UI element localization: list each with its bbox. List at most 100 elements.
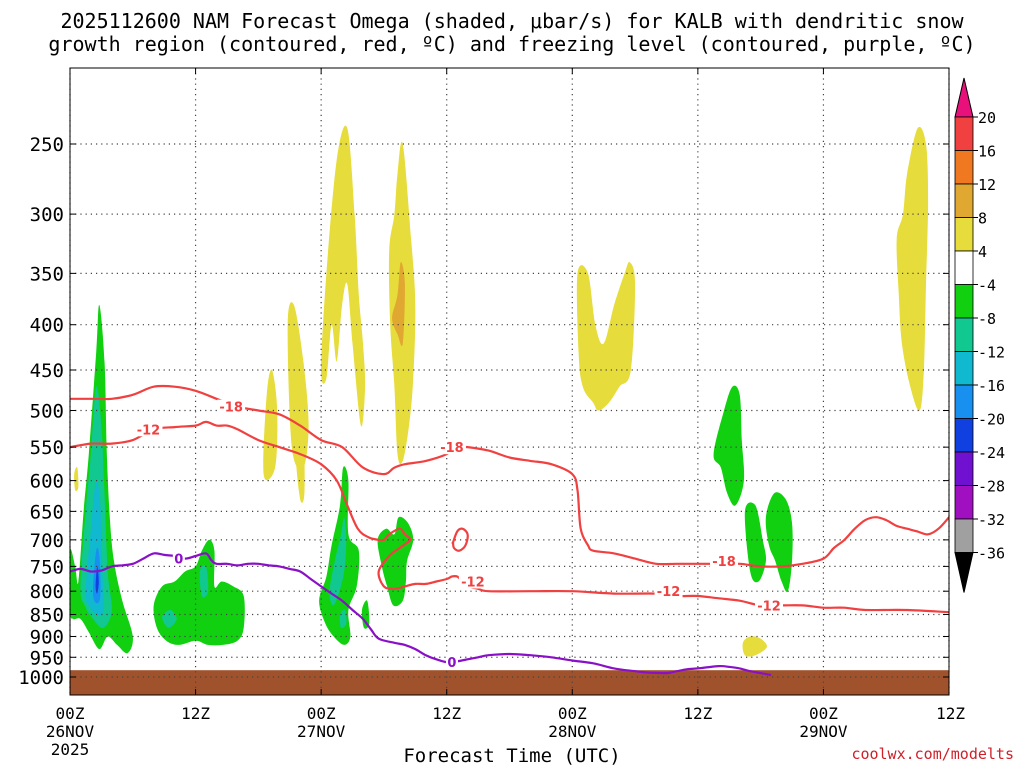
y-tick-label: 650	[30, 501, 64, 523]
terrain-surface	[70, 670, 949, 695]
colorbar-label: -32	[978, 511, 1005, 529]
contour-label-bg	[217, 399, 246, 414]
y-tick-label: 1000	[18, 667, 64, 689]
colorbar-bottom-arrow	[954, 552, 974, 593]
x-tick-label: 00Z	[809, 704, 838, 723]
contour-label-bg	[710, 554, 739, 569]
y-tick-label: 250	[30, 134, 64, 156]
y-tick-label: 700	[30, 530, 64, 552]
omega-region-2-5	[744, 502, 767, 583]
x-tick-label: 00Z	[56, 704, 85, 723]
y-tick-label: 850	[30, 605, 64, 627]
colorbar-label: -24	[978, 444, 1005, 462]
contour-label-layer: -12 -12 -12 -12 -18 -18 -18 0 0	[134, 399, 784, 671]
colorbar-label: 16	[978, 143, 996, 161]
colorbar-label: -28	[978, 478, 1005, 496]
contour-label: -18	[440, 441, 464, 456]
colorbar-swatch	[954, 384, 974, 419]
contour-label: 0	[174, 553, 183, 568]
x-date-label: 26NOV	[46, 722, 95, 741]
colorbar-label: 4	[978, 243, 987, 261]
colorbar-swatch	[954, 485, 974, 520]
colorbar-swatch	[954, 150, 974, 185]
contour-label: 0	[447, 656, 456, 671]
x-year-label: 2025	[51, 740, 90, 759]
omega-region-0-5	[576, 261, 636, 411]
colorbar-swatch	[954, 217, 974, 252]
colorbar-label: 20	[978, 109, 996, 127]
omega-region-3-1	[329, 517, 347, 606]
y-tick-label: 600	[30, 471, 64, 493]
x-tick-label: 12Z	[683, 704, 712, 723]
contour-label: -18	[712, 555, 736, 570]
x-tick-label: 12Z	[936, 704, 965, 723]
chart-title-line-1: 2025112600 NAM Forecast Omega (shaded, μ…	[60, 9, 964, 33]
contour--18c-isotherm	[70, 384, 949, 568]
omega-region-3-2	[162, 609, 177, 628]
contour--12c-closed	[451, 527, 469, 552]
colorbar-swatch	[954, 116, 974, 151]
colorbar-label: -12	[978, 344, 1005, 362]
contour-label-bg	[654, 584, 683, 599]
contour-label-bg	[437, 440, 466, 455]
x-date-label: 29NOV	[799, 722, 848, 741]
omega-region-2-7	[765, 492, 793, 593]
colorbar-swatch	[954, 351, 974, 386]
omega-region-3-3	[199, 565, 209, 598]
x-axis-label: Forecast Time (UTC)	[403, 745, 621, 767]
axes-layer: 2503003504004505005506006507007508008509…	[18, 68, 965, 759]
colorbar: 20 16 12 8 4 -4 -8 -12 -16 -20 -24 -28 -32 -36	[954, 77, 1005, 593]
y-tick-label: 900	[30, 626, 64, 648]
y-tick-label: 450	[30, 360, 64, 382]
x-tick-label: 00Z	[307, 704, 336, 723]
contour-label-bg	[445, 655, 458, 670]
y-tick-label: 350	[30, 263, 64, 285]
contour-label-bg	[172, 551, 185, 566]
colorbar-swatch	[954, 518, 974, 553]
colorbar-label: -36	[978, 545, 1005, 563]
omega-region-2-6	[713, 385, 745, 506]
colorbar-label: 12	[978, 176, 996, 194]
omega-region-6-0	[95, 566, 99, 594]
omega-region-0-7	[742, 636, 768, 657]
colorbar-swatch	[954, 250, 974, 285]
y-tick-label: 500	[30, 401, 64, 423]
contour-label-bg	[134, 422, 163, 437]
omega-shading-layer	[70, 125, 929, 657]
grid-layer	[69, 68, 950, 695]
colorbar-swatch	[954, 451, 974, 486]
omega-region-2-4	[361, 600, 370, 629]
colorbar-swatch	[954, 284, 974, 319]
contour-label: -12	[137, 423, 161, 438]
x-date-label: 27NOV	[297, 722, 346, 741]
colorbar-swatch	[954, 317, 974, 352]
omega-region-2-3	[377, 516, 414, 607]
x-tick-label: 12Z	[432, 704, 461, 723]
omega-region-0-0	[263, 369, 278, 481]
x-tick-label: 12Z	[181, 704, 210, 723]
contour-label-bg	[755, 598, 784, 613]
colorbar-label: -20	[978, 411, 1005, 429]
contour-label-bg	[458, 574, 487, 589]
contour--12c-isotherm	[70, 420, 949, 614]
contour-label: -12	[461, 575, 485, 590]
contour-label: -12	[657, 585, 681, 600]
omega-region-0-3	[321, 125, 366, 427]
plot-frame	[69, 67, 950, 696]
y-tick-label: 400	[30, 315, 64, 337]
omega-region-0-2	[295, 438, 305, 503]
y-tick-label: 950	[30, 647, 64, 669]
colorbar-top-arrow	[954, 77, 974, 118]
chart-title-line-2: growth region (contoured, red, ºC) and f…	[48, 32, 976, 56]
colorbar-label: -8	[978, 310, 996, 328]
credit-text: coolwx.com/modelts	[851, 745, 1014, 763]
x-tick-label: 00Z	[558, 704, 587, 723]
terrain-layer	[70, 670, 949, 695]
colorbar-label: 8	[978, 210, 987, 228]
colorbar-label: -4	[978, 277, 996, 295]
y-tick-label: 300	[30, 204, 64, 226]
y-tick-label: 800	[30, 581, 64, 603]
omega-region-0-6	[896, 126, 929, 411]
omega-region-1-0	[392, 262, 405, 347]
